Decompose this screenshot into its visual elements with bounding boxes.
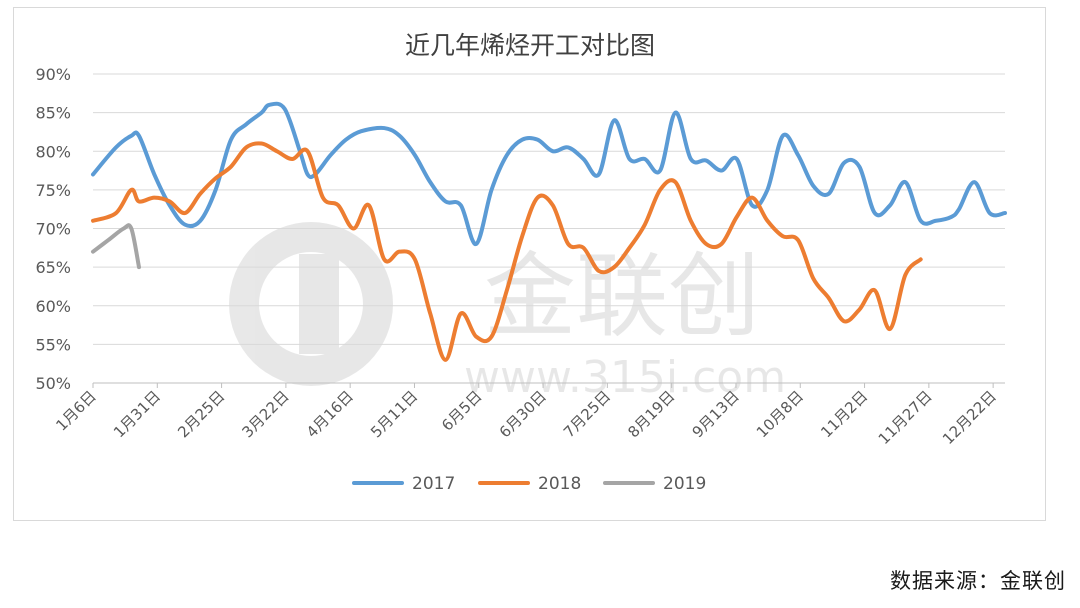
y-tick-label: 60%	[35, 297, 71, 316]
legend-label-2018: 2018	[538, 474, 581, 494]
y-tick-label: 85%	[35, 104, 71, 123]
x-tick-label: 1月6日	[52, 387, 99, 434]
legend-label-2019: 2019	[663, 474, 706, 494]
series-line-2018	[91, 141, 923, 362]
series-line-2019	[91, 223, 141, 270]
grid-layer	[93, 73, 1005, 384]
y-tick-label: 70%	[35, 220, 71, 239]
x-tick-label: 12月22日	[939, 387, 1000, 448]
x-tick-label: 11月27日	[875, 387, 936, 448]
x-tick-label: 6月5日	[438, 387, 485, 434]
y-tick-label: 75%	[35, 181, 71, 200]
y-tick-label: 65%	[35, 258, 71, 277]
y-tick-label: 80%	[35, 142, 71, 161]
watermark-logo-circle	[229, 222, 393, 386]
x-tick-label: 1月31日	[110, 387, 164, 441]
x-tick-label: 2月25日	[174, 387, 228, 441]
watermark-url: www.315i.com	[464, 352, 786, 403]
x-tick-label: 11月2日	[817, 387, 871, 441]
y-tick-label: 50%	[35, 374, 71, 393]
x-tick-label: 3月22日	[239, 387, 293, 441]
legend-label-2017: 2017	[412, 474, 455, 494]
x-tick-label: 4月16日	[303, 387, 357, 441]
watermark: 金联创 www.315i.com	[229, 222, 786, 403]
y-tick-label: 55%	[35, 335, 71, 354]
y-axis-ticks: 90% 85% 80% 75% 70% 65% 60% 55% 50%	[35, 65, 71, 393]
line-chart: 金联创 www.315i.com 近几年烯烃开工对比图 90% 85% 80% 75%…	[35, 31, 1007, 494]
series-layer	[91, 101, 1007, 362]
legend: 2017 2018 2019	[352, 474, 706, 494]
chart-title: 近几年烯烃开工对比图	[405, 31, 655, 60]
x-tick-label: 5月11日	[367, 387, 421, 441]
y-tick-label: 90%	[35, 65, 71, 84]
chart-frame: 金联创 www.315i.com 近几年烯烃开工对比图 90% 85% 80% 75%…	[13, 7, 1046, 521]
series-line-2017	[91, 101, 1007, 246]
source-note: 数据来源：金联创	[890, 569, 1066, 593]
